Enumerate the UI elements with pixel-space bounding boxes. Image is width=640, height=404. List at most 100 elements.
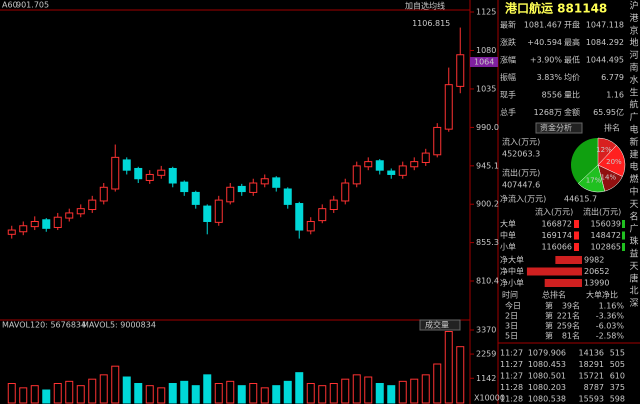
side-tab: 唐 — [629, 272, 638, 284]
rank-ratio: 1.16% — [599, 302, 625, 311]
side-tab: 新 — [629, 136, 638, 148]
volume-bar — [318, 385, 327, 404]
trade-volume: 15593 — [579, 395, 604, 404]
candle-body — [111, 156, 120, 190]
quote-value: 65.95亿 — [593, 107, 624, 117]
trade-count: 610 — [610, 372, 625, 381]
inflow: 452063.3 — [502, 150, 540, 159]
candle-body — [341, 182, 350, 202]
net-row-label: 净大单 — [500, 255, 524, 265]
quote-value: 8556 — [542, 91, 562, 100]
flow-out: 148472 — [590, 231, 621, 240]
side-tab: 天 — [629, 262, 638, 272]
volume-bar — [410, 378, 419, 404]
flow-header: 流出(万元) — [583, 207, 621, 217]
fund-tab: 资金分析 — [540, 123, 572, 133]
toolbar-value: 901.705 — [16, 1, 49, 10]
candle-body — [7, 229, 16, 235]
candle-body — [237, 185, 246, 193]
candle-body — [410, 161, 419, 168]
volume-bar — [122, 376, 131, 404]
candle-body — [30, 220, 39, 228]
volume-bar — [295, 372, 304, 404]
flow-header: 流入(万元) — [535, 207, 573, 217]
flow-box — [574, 243, 579, 251]
volume-bar — [134, 383, 143, 404]
candle-body — [214, 199, 223, 223]
volume-bar — [421, 374, 430, 404]
rank-period: 2日 — [505, 312, 518, 321]
max-label: 1106.815 — [412, 19, 450, 28]
candle-body — [99, 186, 108, 202]
candle-body — [65, 212, 74, 219]
candle-body — [203, 205, 212, 222]
rank-word: 第 — [545, 311, 553, 321]
candle-body — [272, 177, 281, 188]
volume-bar — [99, 374, 108, 404]
candle-body — [180, 181, 189, 193]
quote-value: +3.90% — [530, 56, 563, 65]
side-tab: 河 — [629, 49, 638, 61]
volume-button: 成交量 — [425, 320, 449, 330]
inflow-label: 流入(万元) — [502, 137, 540, 147]
quote-label: 总手 — [500, 107, 516, 117]
quote-value: 1.16 — [606, 91, 624, 100]
price-tag-bg — [470, 57, 498, 67]
rank-ratio: -2.58% — [596, 332, 625, 341]
rank-value: 39名 — [562, 301, 580, 311]
volume-bar — [30, 385, 39, 404]
volume-bar — [191, 385, 200, 404]
net-label: 净流入(万元) — [500, 194, 546, 204]
net-row-label: 净小单 — [500, 278, 524, 288]
volume-bar — [111, 365, 120, 404]
quote-label: 均价 — [564, 72, 580, 82]
side-tab: 珠 — [629, 235, 638, 247]
y-tick-label: 810.4 — [476, 277, 499, 286]
side-tab: 电 — [629, 161, 638, 173]
flow-label: 大单 — [500, 219, 516, 229]
quote-label: 最新 — [500, 20, 516, 30]
rank-value: 81名 — [562, 331, 580, 341]
quote-label: 开盘 — [564, 20, 580, 30]
side-tab: 港 — [629, 12, 638, 24]
candle-body — [134, 167, 143, 180]
trade-count: 375 — [610, 383, 625, 392]
side-tab: 京 — [629, 24, 638, 36]
volume-bar — [352, 374, 361, 404]
volume-bar — [237, 385, 246, 404]
trade-time: 11:27 — [500, 349, 523, 358]
y-tick-label: 2259 — [476, 350, 496, 359]
volume-bar — [433, 363, 442, 404]
trade-volume: 14136 — [579, 349, 604, 358]
net-row-value: 9982 — [584, 256, 604, 265]
volume-bar — [42, 389, 51, 404]
candle-body — [433, 126, 442, 156]
quote-label: 涨幅 — [500, 55, 516, 65]
trade-count: 505 — [610, 360, 625, 369]
trade-count: 515 — [610, 349, 625, 358]
price-tag: 1064 — [474, 58, 494, 67]
trade-time: 11:27 — [500, 372, 523, 381]
rank-word: 第 — [545, 321, 553, 331]
candle-body — [191, 191, 200, 205]
flow-in: 169174 — [541, 231, 572, 240]
volume-legend: MAVOL5: 9000834 — [82, 321, 156, 330]
volume-bar — [272, 385, 281, 404]
side-tab: 电 — [629, 124, 638, 136]
rank-value: 221名 — [557, 311, 580, 321]
candle-body — [329, 199, 338, 211]
net-bar — [526, 267, 582, 276]
volume-bar — [387, 385, 396, 404]
trade-price: 1080.203 — [528, 383, 566, 392]
volume-legend: MAVOL120: 5676834 — [2, 321, 86, 330]
candle-body — [19, 225, 28, 233]
quote-value: 1044.495 — [586, 56, 624, 65]
pie-label: 17% — [586, 177, 602, 185]
side-tab: 水 — [629, 74, 638, 86]
candle-body — [283, 188, 292, 205]
candle-body — [42, 219, 51, 229]
net-bar — [544, 279, 582, 287]
volume-bar — [19, 387, 28, 404]
toolbar-button: 均线 — [429, 1, 445, 11]
rank-tab: 排名 — [604, 123, 620, 133]
